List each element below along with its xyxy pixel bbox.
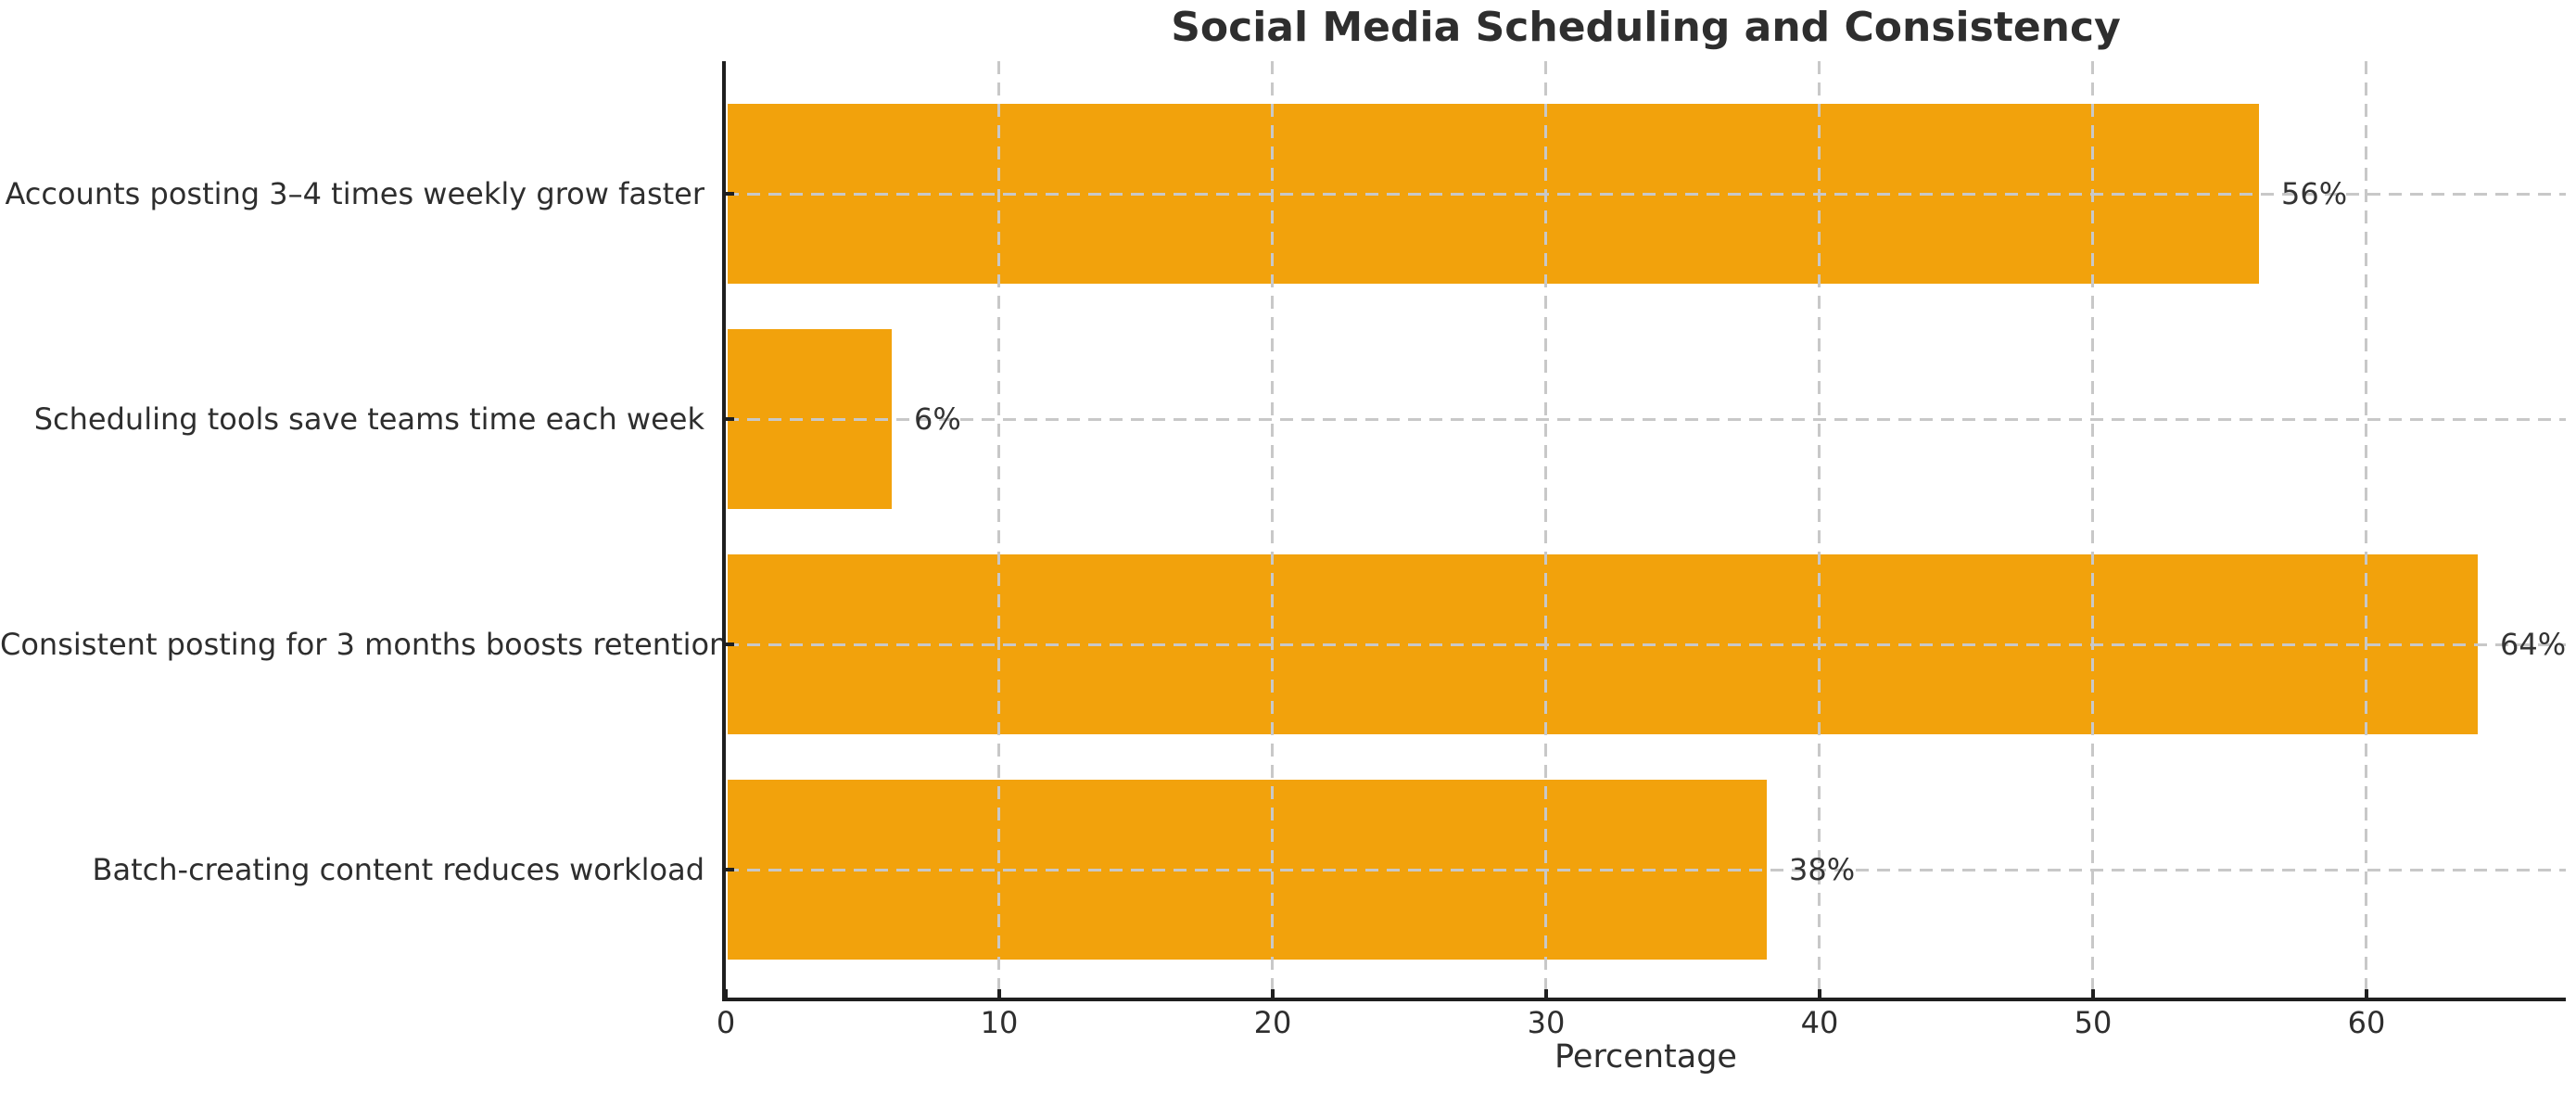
y-tick-mark: [726, 417, 734, 421]
value-label: 64%: [2500, 627, 2567, 662]
x-axis-label: Percentage: [1554, 1038, 1737, 1075]
category-label: Scheduling tools save teams time each we…: [33, 401, 704, 437]
x-tick-mark: [997, 989, 1001, 998]
value-label: 6%: [914, 401, 961, 437]
x-tick-label: 50: [2074, 1005, 2113, 1040]
x-tick-label: 0: [716, 1005, 736, 1040]
x-tick-label: 60: [2347, 1005, 2386, 1040]
x-tick-mark: [724, 989, 728, 998]
gridline-horizontal: [726, 417, 2566, 421]
x-tick-mark: [1818, 989, 1821, 998]
x-tick-mark: [2091, 989, 2095, 998]
category-label: Accounts posting 3–4 times weekly grow f…: [5, 176, 704, 211]
gridline-vertical: [1818, 61, 1821, 998]
gridline-vertical: [2365, 61, 2367, 998]
x-tick-label: 10: [980, 1005, 1019, 1040]
gridline-vertical: [1544, 61, 1547, 998]
x-tick-label: 40: [1800, 1005, 1839, 1040]
gridline-horizontal: [726, 192, 2566, 196]
gridline-vertical: [1271, 61, 1274, 998]
chart-title: Social Media Scheduling and Consistency: [1171, 4, 2121, 51]
x-tick-mark: [1271, 989, 1275, 998]
x-tick-label: 30: [1527, 1005, 1566, 1040]
x-tick-mark: [1544, 989, 1548, 998]
gridline-horizontal: [726, 642, 2566, 646]
plot-area: 56% 6% 64% 38%: [724, 61, 2567, 998]
y-tick-mark: [726, 868, 734, 871]
x-tick-mark: [2365, 989, 2368, 998]
category-label: Batch-creating content reduces workload: [92, 852, 704, 887]
gridline-vertical: [997, 61, 1000, 998]
x-tick-label: 20: [1253, 1005, 1292, 1040]
x-axis-spine: [722, 998, 2566, 1001]
y-tick-mark: [726, 642, 734, 646]
y-axis-spine: [722, 61, 726, 1001]
gridline-vertical: [2091, 61, 2094, 998]
y-tick-mark: [726, 192, 734, 196]
gridline-horizontal: [726, 868, 2566, 871]
category-label: Consistent posting for 3 months boosts r…: [0, 627, 729, 662]
value-label: 56%: [2281, 176, 2348, 211]
value-label: 38%: [1789, 852, 1856, 887]
